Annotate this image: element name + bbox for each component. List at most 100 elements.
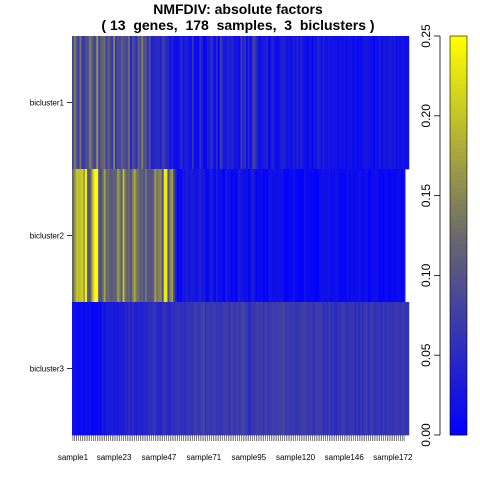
heatmap-cell bbox=[287, 36, 290, 170]
heatmap-cell bbox=[109, 169, 112, 303]
colorbar-step bbox=[450, 59, 467, 65]
colorbar-step bbox=[450, 119, 467, 125]
heatmap-cell bbox=[118, 169, 122, 303]
heatmap-cell bbox=[296, 169, 299, 303]
heatmap-cell bbox=[186, 36, 189, 170]
heatmap-cell bbox=[236, 302, 239, 436]
heatmap-cell bbox=[124, 36, 127, 170]
colorbar-step bbox=[450, 315, 467, 320]
heatmap-cell bbox=[152, 302, 155, 436]
heatmap-cell bbox=[217, 36, 221, 170]
heatmap-cell bbox=[92, 169, 95, 303]
heatmap-cell bbox=[107, 169, 110, 303]
heatmap-cell bbox=[348, 302, 352, 436]
heatmap-cell bbox=[289, 169, 292, 303]
heatmap-cell bbox=[92, 302, 95, 436]
heatmap-cell bbox=[143, 169, 146, 303]
heatmap-cell bbox=[223, 169, 226, 303]
heatmap-cell bbox=[405, 36, 408, 170]
colorbar-step bbox=[450, 91, 467, 97]
heatmap-cell bbox=[85, 36, 88, 170]
heatmap-cell bbox=[105, 36, 108, 170]
chart-subtitle: ( 13 genes, 178 samples, 3 biclusters ) bbox=[101, 17, 374, 33]
heatmap-cell bbox=[120, 169, 123, 303]
heatmap-cell bbox=[182, 302, 185, 436]
heatmap-cell bbox=[275, 169, 279, 303]
colorbar-step bbox=[450, 283, 467, 288]
heatmap-cell bbox=[101, 302, 105, 436]
heatmap-cell bbox=[358, 302, 361, 436]
heatmap-cell bbox=[141, 169, 144, 303]
heatmap-cell bbox=[193, 169, 196, 303]
heatmap-cell bbox=[116, 169, 120, 303]
heatmap-cell bbox=[296, 36, 299, 170]
colorbar-step bbox=[450, 319, 467, 324]
heatmap-cell bbox=[212, 36, 215, 170]
heatmap-cell bbox=[322, 36, 326, 170]
heatmap-cell bbox=[281, 169, 284, 303]
heatmap-cell bbox=[354, 302, 357, 436]
heatmap-cell bbox=[330, 36, 333, 170]
heatmap-cell bbox=[193, 36, 196, 170]
heatmap-cell bbox=[73, 36, 77, 170]
heatmap-cell bbox=[109, 302, 112, 436]
colorbar-step bbox=[450, 167, 467, 173]
heatmap-cell bbox=[384, 169, 387, 303]
colorbar-tick-label: 0.20 bbox=[419, 104, 433, 128]
heatmap-cell bbox=[128, 36, 131, 170]
heatmap-cell bbox=[397, 36, 400, 170]
colorbar-step bbox=[450, 371, 467, 376]
heatmap-cell bbox=[313, 302, 316, 436]
heatmap-cell bbox=[216, 169, 219, 303]
colorbar-step bbox=[450, 83, 467, 89]
heatmap-cell bbox=[163, 302, 166, 436]
heatmap-cell bbox=[195, 169, 198, 303]
heatmap-cell bbox=[277, 169, 281, 303]
heatmap-cell bbox=[189, 36, 193, 170]
heatmap-cell bbox=[137, 302, 140, 436]
colorbar-step bbox=[450, 411, 467, 416]
heatmap-cell bbox=[146, 169, 150, 303]
heatmap-cell bbox=[163, 169, 166, 303]
heatmap-cell bbox=[234, 36, 238, 170]
colorbar-step bbox=[450, 179, 467, 185]
heatmap-cell bbox=[96, 169, 99, 303]
heatmap-cell bbox=[158, 169, 161, 303]
heatmap-cell bbox=[83, 36, 86, 170]
heatmap-cell bbox=[81, 302, 84, 436]
heatmap-cell bbox=[251, 36, 254, 170]
heatmap-cell bbox=[247, 169, 251, 303]
heatmap-cell bbox=[197, 169, 200, 303]
heatmap-cell bbox=[285, 36, 288, 170]
heatmap-cell bbox=[257, 36, 260, 170]
heatmap-cell bbox=[311, 36, 314, 170]
heatmap-cell bbox=[303, 36, 307, 170]
colorbar-step bbox=[450, 351, 467, 356]
heatmap-cell bbox=[373, 302, 376, 436]
colorbar-step bbox=[450, 255, 467, 260]
heatmap-cell bbox=[197, 36, 200, 170]
heatmap-cell bbox=[393, 169, 397, 303]
heatmap-cell bbox=[161, 302, 165, 436]
heatmap-cell bbox=[150, 169, 153, 303]
x-tick-label: sample71 bbox=[187, 453, 222, 462]
colorbar-step bbox=[450, 427, 467, 432]
heatmap-cell bbox=[322, 169, 326, 303]
colorbar-step bbox=[450, 207, 467, 212]
heatmap-cell bbox=[315, 36, 318, 170]
x-tick-label: sample23 bbox=[97, 453, 132, 462]
colorbar-step bbox=[450, 399, 467, 404]
heatmap-cell bbox=[384, 36, 387, 170]
colorbar-step bbox=[450, 279, 467, 284]
heatmap-cell bbox=[247, 36, 251, 170]
heatmap-cell bbox=[139, 302, 142, 436]
heatmap-cell bbox=[324, 169, 327, 303]
heatmap-cell bbox=[347, 302, 350, 436]
heatmap-cell bbox=[85, 302, 88, 436]
heatmap-cell bbox=[339, 302, 342, 436]
colorbar-step bbox=[450, 375, 467, 380]
heatmap-cell bbox=[206, 302, 210, 436]
heatmap-cell bbox=[143, 302, 146, 436]
